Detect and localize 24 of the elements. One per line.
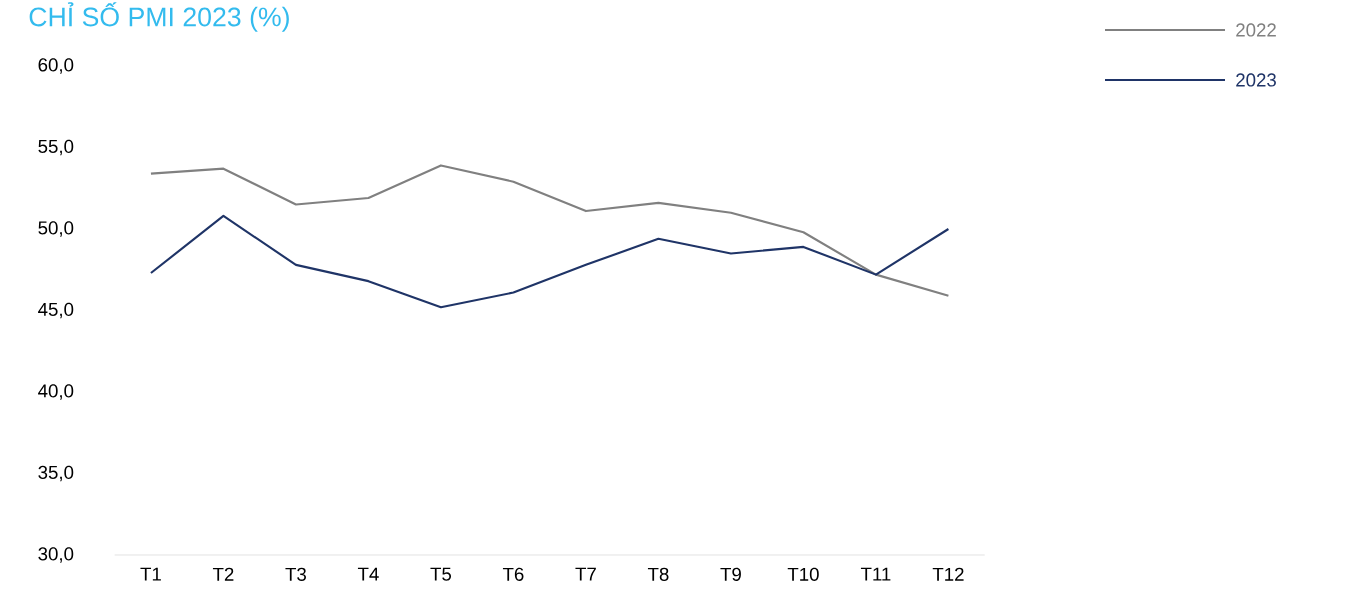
- x-tick-label: T10: [787, 567, 819, 581]
- x-tick-label: T5: [430, 567, 452, 581]
- y-tick-label: 35,0: [38, 465, 74, 482]
- y-tick-label: 60,0: [38, 58, 74, 74]
- x-tick-label: T8: [647, 567, 669, 581]
- x-tick-label: T2: [212, 567, 234, 581]
- line-series: [149, 164, 950, 297]
- y-tick-label: 45,0: [38, 302, 74, 319]
- x-tick-label: T3: [285, 567, 306, 581]
- x-tick-label: T7: [575, 567, 596, 581]
- y-tick-label: 55,0: [38, 139, 74, 156]
- text: 2023: [1236, 73, 1276, 87]
- x-tick-label: T11: [860, 567, 891, 581]
- x-tick-label: T1: [140, 567, 161, 581]
- x-tick-label: T9: [720, 567, 741, 581]
- y-tick-label: 30,0: [38, 547, 74, 563]
- text: 2022: [1236, 23, 1276, 37]
- y-tick-label: 50,0: [38, 221, 74, 237]
- x-tick-label: T4: [357, 567, 379, 581]
- y-tick-label: 40,0: [38, 384, 74, 400]
- x-tick-label: T6: [502, 567, 524, 581]
- x-tick-label: T12: [932, 567, 964, 581]
- chart-title: CHỈ SỐ PMI 2023 (%): [29, 2, 289, 32]
- line-series: [149, 214, 950, 309]
